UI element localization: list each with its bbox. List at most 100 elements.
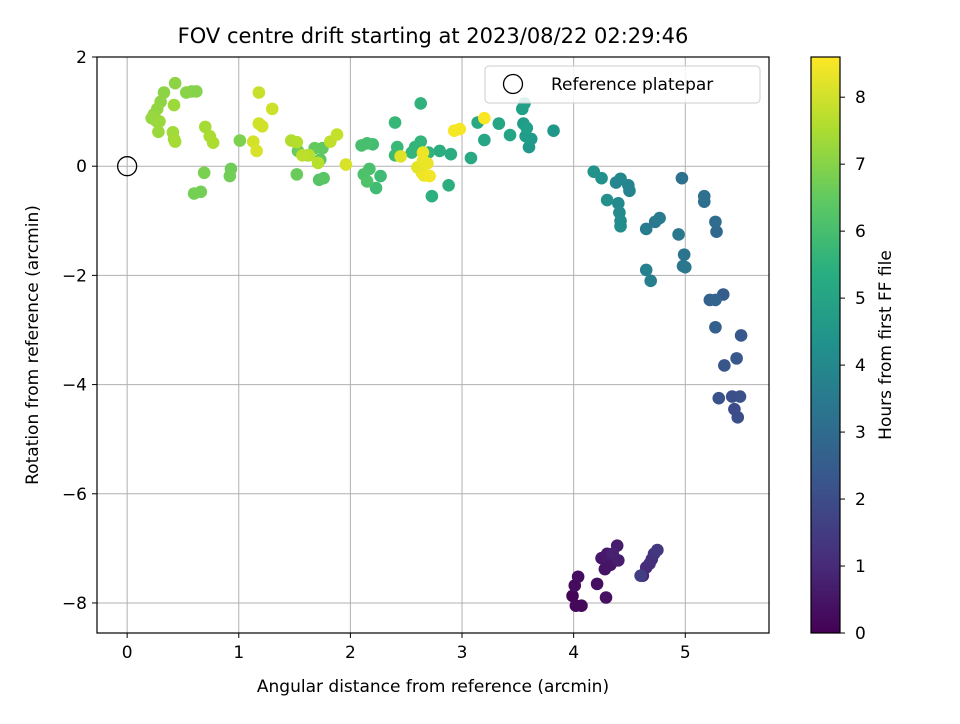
colorbar-tick-label: 0: [855, 624, 866, 644]
data-point: [614, 219, 627, 233]
colorbar-tick-label: 6: [855, 222, 866, 242]
data-point: [520, 121, 534, 135]
data-point: [678, 260, 692, 274]
data-point: [168, 76, 182, 90]
colorbar-tick-label: 7: [855, 155, 866, 175]
data-point: [639, 222, 653, 236]
reference-platepar-marker: [116, 156, 138, 177]
data-point: [421, 157, 434, 170]
data-point: [190, 85, 203, 98]
data-point: [734, 329, 748, 342]
x-tick-label: 2: [345, 643, 356, 663]
data-point: [464, 151, 478, 165]
data-point: [290, 135, 304, 149]
data-point: [425, 189, 439, 203]
data-point: [731, 411, 745, 424]
data-point: [672, 228, 685, 241]
data-point: [609, 176, 623, 189]
data-point: [587, 165, 601, 178]
data-point: [330, 128, 344, 141]
data-point: [414, 97, 428, 110]
data-point: [599, 591, 613, 604]
reference-marker-layer: [116, 156, 138, 177]
x-tick-label: 1: [233, 643, 244, 663]
data-point: [444, 147, 458, 161]
data-point: [697, 189, 711, 203]
data-point: [168, 135, 182, 148]
data-point: [639, 263, 653, 277]
colorbar-label: Hours from first FF file: [876, 250, 896, 440]
data-point: [590, 577, 604, 591]
data-point: [600, 193, 614, 207]
data-point: [296, 148, 309, 162]
data-point: [675, 171, 689, 185]
data-point: [575, 599, 588, 613]
data-point: [677, 248, 691, 261]
x-axis-ticks: 0 1 2 3 4 5: [122, 633, 691, 663]
data-point: [187, 187, 201, 200]
data-point: [388, 116, 402, 129]
data-point: [167, 98, 181, 112]
data-point: [644, 274, 657, 288]
data-point: [223, 169, 237, 183]
data-point: [651, 543, 664, 557]
data-point: [442, 179, 455, 192]
y-tick-label: −6: [62, 485, 87, 505]
data-point: [710, 225, 723, 239]
legend-box: [484, 65, 761, 104]
data-point: [290, 168, 304, 181]
y-tick-label: −2: [62, 266, 87, 286]
colorbar-tick-label: 5: [855, 289, 866, 309]
data-point: [547, 124, 560, 138]
colorbar-tick-label: 8: [855, 88, 866, 108]
data-point: [339, 158, 353, 171]
colorbar-tick-label: 4: [855, 356, 866, 376]
plot-area: [97, 57, 769, 633]
data-point: [152, 125, 165, 139]
y-axis-ticks: −8 −6 −4 −2 0 2: [62, 48, 97, 614]
data-point: [634, 569, 647, 582]
data-point: [405, 146, 419, 159]
data-point: [478, 111, 491, 125]
data-point: [317, 171, 330, 185]
data-point: [197, 166, 211, 180]
data-point: [606, 547, 620, 561]
data-point: [718, 359, 731, 372]
data-point: [709, 293, 722, 307]
data-point: [180, 86, 193, 99]
plot-frame: [96, 56, 770, 634]
data-point: [453, 122, 467, 136]
colorbar-tick-label: 1: [855, 557, 866, 577]
data-point: [265, 102, 279, 116]
data-point: [311, 156, 325, 170]
colorbar-gradient: [810, 56, 841, 634]
legend-reference-marker: [502, 73, 524, 95]
legend-entry-reference: Reference platepar: [551, 75, 713, 95]
data-point: [612, 197, 625, 210]
data-point: [503, 128, 517, 142]
data-point: [360, 175, 374, 188]
legend: Reference platepar: [484, 65, 761, 104]
data-point: [653, 211, 666, 225]
y-tick-label: 0: [76, 157, 87, 177]
data-point: [712, 391, 726, 405]
data-point: [355, 139, 368, 152]
y-tick-label: −8: [62, 594, 87, 614]
data-point: [206, 136, 220, 150]
data-point: [423, 169, 436, 183]
colorbar-tick-label: 3: [855, 423, 866, 443]
colorbar: 0 1 2 3 4 5 6 7 8 Hours from first FF file: [810, 56, 896, 644]
data-point: [730, 352, 743, 365]
data-point: [416, 146, 430, 159]
data-point: [733, 390, 747, 403]
chart-title: FOV centre drift starting at 2023/08/22 …: [178, 24, 689, 48]
data-point: [374, 169, 387, 183]
data-point: [394, 150, 407, 163]
data-point: [566, 589, 579, 603]
x-axis-label: Angular distance from reference (arcmin): [257, 677, 609, 697]
x-tick-label: 0: [122, 643, 133, 663]
data-point: [478, 133, 491, 147]
data-point: [369, 181, 383, 195]
data-point: [252, 86, 266, 99]
